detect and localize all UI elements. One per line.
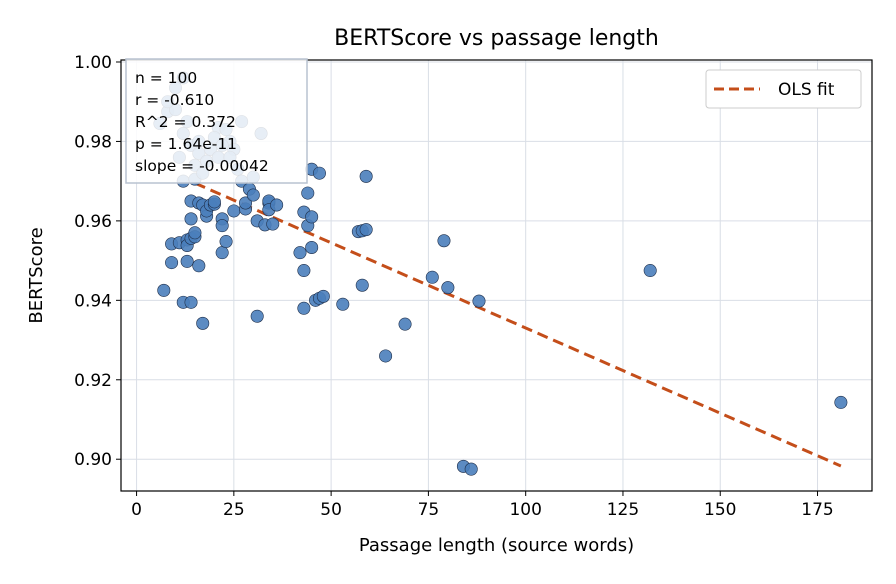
data-point xyxy=(316,289,330,303)
y-axis-label: BERTScore xyxy=(26,227,47,323)
fit-line-layer xyxy=(194,181,842,468)
data-point xyxy=(297,264,311,278)
chart-title: BERTScore vs passage length xyxy=(334,26,659,51)
legend-fit-label: OLS fit xyxy=(778,80,835,100)
stats-box-background xyxy=(125,58,308,184)
data-point xyxy=(184,295,198,309)
y-tick-label: 0.92 xyxy=(74,371,112,391)
data-point xyxy=(192,259,206,273)
data-point xyxy=(165,256,179,270)
x-tick-label: 25 xyxy=(223,500,245,520)
data-point xyxy=(312,166,326,180)
data-point xyxy=(305,210,319,224)
data-point xyxy=(196,316,210,330)
data-point xyxy=(270,198,284,212)
data-point xyxy=(188,226,202,240)
data-point xyxy=(219,235,233,249)
y-tick-label: 0.94 xyxy=(74,291,112,311)
x-tick-label: 150 xyxy=(704,500,736,520)
data-point xyxy=(266,217,280,231)
data-point xyxy=(157,283,171,297)
x-axis-label: Passage length (source words) xyxy=(359,535,634,556)
data-point xyxy=(184,212,198,226)
ols-fit-line xyxy=(194,181,842,468)
data-point xyxy=(359,169,373,183)
legend-background xyxy=(705,69,862,109)
data-point xyxy=(355,278,369,292)
y-axis-ticks: 0.90 0.92 0.94 0.96 0.98 1.00 xyxy=(74,53,121,470)
data-point xyxy=(425,270,439,284)
data-point xyxy=(379,349,393,363)
x-axis-ticks: 0 25 50 75 100 125 150 175 xyxy=(131,491,834,520)
data-point xyxy=(239,196,253,210)
stat-n: n = 100 xyxy=(135,69,197,87)
y-tick-label: 0.96 xyxy=(74,212,112,232)
data-point xyxy=(215,246,229,260)
data-point xyxy=(834,395,848,409)
grid xyxy=(121,60,872,491)
x-tick-label: 75 xyxy=(418,500,440,520)
y-tick-label: 0.98 xyxy=(74,132,112,152)
data-point xyxy=(359,223,373,237)
x-tick-label: 175 xyxy=(801,500,833,520)
x-tick-label: 50 xyxy=(320,500,342,520)
stat-p: p = 1.64e-11 xyxy=(135,135,237,153)
data-point xyxy=(472,294,486,308)
data-point xyxy=(441,281,455,295)
data-point xyxy=(437,234,451,248)
stats-box: n = 100 r = -0.610 R^2 = 0.372 p = 1.64e… xyxy=(125,58,308,184)
data-point xyxy=(246,188,260,202)
data-point xyxy=(215,219,229,233)
stat-r2: R^2 = 0.372 xyxy=(135,113,236,131)
data-point xyxy=(301,186,315,200)
legend: OLS fit xyxy=(705,69,862,109)
stat-r: r = -0.610 xyxy=(135,91,214,109)
x-tick-label: 100 xyxy=(509,500,541,520)
data-point xyxy=(207,195,221,209)
data-point xyxy=(305,240,319,254)
data-point xyxy=(336,297,350,311)
y-tick-label: 0.90 xyxy=(74,450,112,470)
data-point xyxy=(250,309,264,323)
data-point xyxy=(293,246,307,260)
data-point xyxy=(398,317,412,331)
data-point xyxy=(464,462,478,476)
x-tick-label: 125 xyxy=(607,500,639,520)
data-point xyxy=(297,301,311,315)
plot-frame xyxy=(120,59,873,492)
data-point xyxy=(643,264,657,278)
x-tick-label: 0 xyxy=(131,500,142,520)
data-point xyxy=(227,204,241,218)
y-tick-label: 1.00 xyxy=(74,53,112,73)
data-point xyxy=(180,254,194,268)
stat-slope: slope = -0.00042 xyxy=(135,157,269,175)
